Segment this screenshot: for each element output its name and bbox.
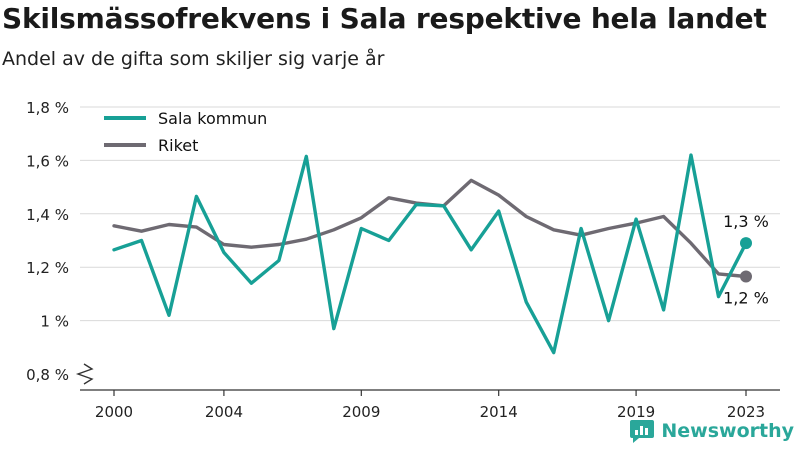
x-tick-label: 2014 xyxy=(480,403,518,421)
end-label-sala-kommun: 1,3 % xyxy=(723,212,769,231)
x-tick-label: 2004 xyxy=(205,403,243,421)
y-tick-label: 0,8 % xyxy=(26,366,69,384)
x-axis: 2000 2004 2009 2014 2019 2023 xyxy=(80,389,780,421)
y-axis-tick-labels: 0,8 % 1 % 1,2 % 1,4 % 1,6 % 1,8 % xyxy=(26,99,94,385)
y-tick-label: 1 % xyxy=(40,313,69,331)
series-lines xyxy=(112,153,748,355)
x-tick-label: 2009 xyxy=(342,403,380,421)
y-tick-label: 1,8 % xyxy=(26,99,69,117)
x-tick-label: 2023 xyxy=(727,403,765,421)
end-label-riket: 1,2 % xyxy=(723,289,769,308)
end-point-sala-kommun xyxy=(740,237,752,250)
axis-break-icon xyxy=(75,363,94,385)
series-line-sala-kommun xyxy=(112,153,748,355)
newsworthy-logo-icon xyxy=(630,420,655,443)
brand-name: Newsworthy xyxy=(661,420,794,442)
series-line-riket xyxy=(112,178,748,279)
legend: Sala kommun Riket xyxy=(104,109,267,155)
newsworthy-logo: Newsworthy xyxy=(629,418,794,444)
grid-lines xyxy=(80,106,780,322)
end-labels: 1,3 % 1,2 % xyxy=(723,212,769,307)
y-tick-label: 1,2 % xyxy=(26,259,69,277)
end-point-riket xyxy=(740,270,752,283)
x-tick-label: 2000 xyxy=(95,403,133,421)
y-tick-label: 1,4 % xyxy=(26,206,69,224)
legend-label-riket: Riket xyxy=(158,136,198,155)
y-tick-label: 1,6 % xyxy=(26,152,69,170)
chart-title: Skilsmässofrekvens i Sala respektive hel… xyxy=(2,2,767,35)
chart-subtitle: Andel av de gifta som skiljer sig varje … xyxy=(2,48,385,70)
legend-label-sala-kommun: Sala kommun xyxy=(158,109,267,128)
x-tick-label: 2019 xyxy=(617,403,655,421)
